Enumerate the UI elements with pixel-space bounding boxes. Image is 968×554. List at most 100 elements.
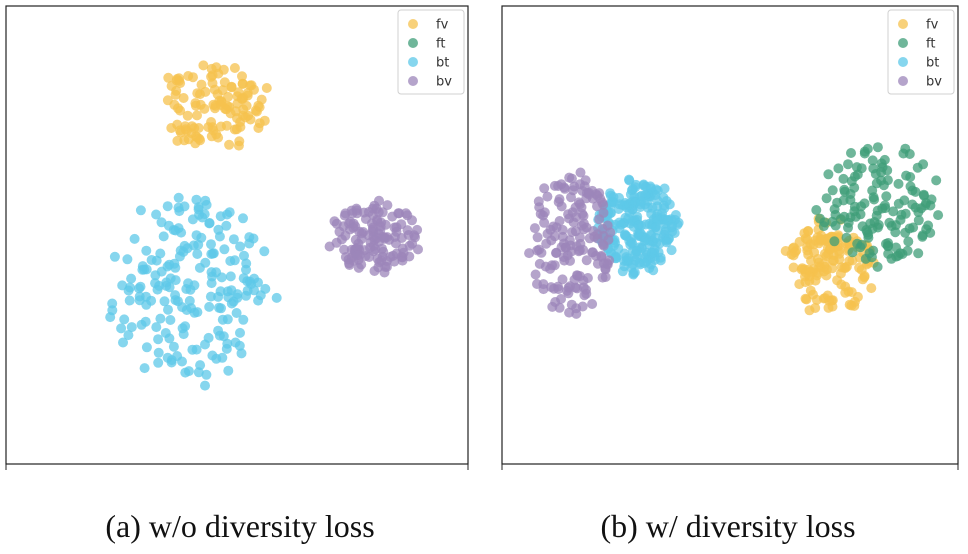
point-bv [539, 217, 550, 228]
point-ft [867, 155, 878, 166]
point-bt [639, 258, 650, 269]
point-bv [539, 183, 550, 194]
point-bt [223, 365, 234, 376]
point-bt [184, 295, 195, 306]
point-bt [136, 319, 147, 330]
point-bv [365, 242, 376, 253]
point-ft [891, 242, 901, 253]
point-bt [153, 357, 164, 368]
point-fv [796, 264, 807, 275]
point-bt [200, 257, 211, 268]
point-bt [166, 355, 177, 366]
point-ft [908, 222, 919, 233]
point-bt [260, 283, 271, 294]
point-bv [336, 234, 347, 245]
legend-marker-bv [898, 76, 908, 86]
point-ft [839, 184, 850, 195]
point-fv [810, 303, 821, 313]
point-ft [919, 190, 929, 201]
point-bv [378, 231, 389, 242]
point-ft [815, 213, 825, 224]
point-bt [207, 271, 218, 282]
point-ft [879, 200, 890, 211]
point-bv [564, 172, 575, 183]
point-fv [188, 72, 198, 83]
point-bt [191, 230, 202, 241]
point-bt [182, 243, 193, 254]
caption-b: (b) w/ diversity loss [600, 508, 856, 544]
point-ft [821, 193, 832, 204]
point-fv [199, 103, 210, 114]
point-ft [860, 253, 871, 264]
point-bv [578, 224, 589, 235]
point-bt [168, 225, 179, 235]
point-ft [920, 200, 931, 211]
point-bt [614, 217, 625, 228]
point-bv [413, 244, 423, 255]
point-bv [567, 227, 578, 238]
point-bt [235, 241, 246, 252]
point-ft [873, 219, 884, 230]
point-ft [818, 221, 829, 232]
point-bt [134, 291, 145, 302]
point-fv [192, 110, 202, 121]
point-fv [249, 84, 259, 95]
point-fv [171, 85, 182, 96]
point-bt [630, 197, 641, 208]
point-bt [646, 248, 657, 259]
point-bt [241, 264, 251, 275]
point-ft [838, 173, 849, 184]
point-bt [146, 255, 157, 265]
point-fv [211, 129, 222, 140]
point-bv [587, 299, 598, 309]
point-fv [802, 234, 813, 245]
point-ft [859, 146, 870, 157]
scatter-plot-b: fv ft bt bv [501, 5, 959, 470]
point-fv [804, 271, 815, 282]
point-bv [398, 247, 409, 258]
point-bv [348, 222, 359, 233]
point-ft [913, 215, 924, 226]
point-bv [575, 167, 586, 178]
point-fv [211, 62, 222, 73]
point-bt [126, 322, 137, 333]
point-ft [857, 221, 868, 232]
point-ft [884, 217, 895, 228]
point-bt [213, 291, 224, 302]
point-bt [117, 280, 128, 291]
legend-box [887, 9, 955, 95]
point-bt [271, 292, 282, 303]
point-fv [192, 88, 203, 99]
point-ft [902, 245, 913, 256]
legend-label-ft: ft [926, 37, 935, 52]
point-bt [238, 314, 249, 325]
point-ft [827, 185, 838, 196]
point-bt [183, 278, 194, 289]
point-bt [135, 205, 146, 216]
point-fv [794, 279, 805, 290]
point-ft [890, 227, 901, 238]
point-fv [182, 110, 193, 121]
point-bt [153, 347, 164, 358]
point-bt [165, 273, 176, 284]
point-bv [567, 207, 578, 218]
point-bt [650, 222, 661, 233]
point-bt [661, 196, 672, 206]
point-bt [205, 291, 216, 302]
point-bv [382, 200, 393, 211]
point-bv [402, 225, 413, 236]
point-bv [566, 192, 576, 203]
point-bt [180, 321, 191, 332]
point-bt [232, 292, 243, 303]
point-bv [579, 290, 590, 301]
point-fv [225, 108, 236, 119]
point-bv [583, 189, 594, 200]
point-bv [574, 232, 585, 243]
point-bt [139, 264, 150, 275]
legend-box [397, 9, 465, 95]
point-fv [221, 120, 232, 131]
point-ft [872, 261, 883, 272]
point-fv [229, 63, 240, 73]
legend: fv ft bt bv [887, 9, 955, 95]
point-bt [177, 302, 188, 313]
